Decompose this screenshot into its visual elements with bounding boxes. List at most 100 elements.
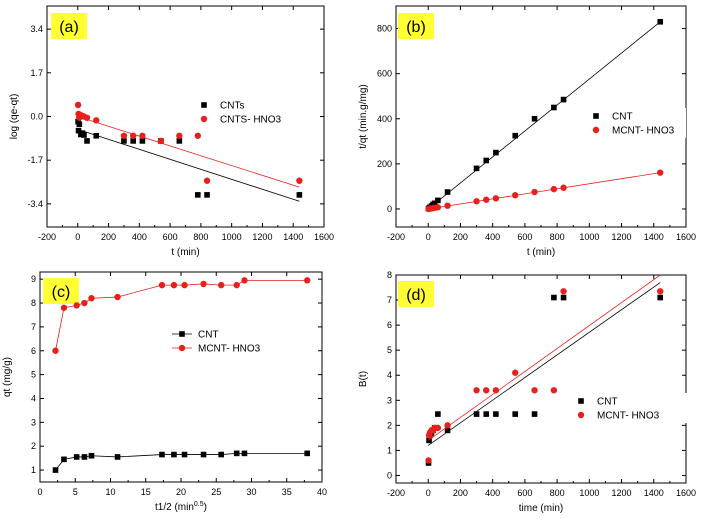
data-point bbox=[176, 132, 183, 139]
legend-marker bbox=[200, 115, 208, 123]
x-axis-label: time (min) bbox=[519, 503, 563, 514]
panel-tag-box bbox=[398, 13, 434, 39]
fit-line bbox=[427, 21, 661, 210]
x-tick-label: 1000 bbox=[579, 488, 599, 498]
y-axis-label: log (qe-qt) bbox=[9, 94, 20, 140]
data-point bbox=[512, 411, 519, 417]
panel-tag: (b) bbox=[406, 19, 426, 36]
data-point bbox=[531, 115, 538, 122]
y-tick-label: 0.0 bbox=[30, 112, 43, 122]
legend-marker bbox=[593, 113, 599, 119]
x-tick-label: 400 bbox=[485, 232, 500, 242]
data-point bbox=[512, 369, 519, 376]
data-point bbox=[550, 387, 558, 394]
data-point bbox=[425, 457, 432, 464]
data-point bbox=[241, 277, 248, 284]
y-tick-label: 5 bbox=[31, 370, 36, 380]
y-tick-label: 6 bbox=[31, 346, 36, 356]
data-point bbox=[296, 192, 303, 198]
data-point bbox=[114, 293, 121, 301]
x-tick-label: 1200 bbox=[612, 488, 632, 498]
data-point bbox=[483, 196, 490, 203]
data-point bbox=[88, 452, 95, 459]
panel-tag: (d) bbox=[406, 287, 426, 304]
y-tick-label: 1.7 bbox=[30, 68, 43, 78]
legend-label: CNTS- HNO3 bbox=[220, 115, 282, 126]
data-point bbox=[81, 132, 87, 138]
data-point bbox=[171, 451, 177, 458]
data-point bbox=[241, 450, 248, 457]
data-point bbox=[81, 454, 88, 460]
data-point bbox=[473, 198, 480, 205]
y-tick-label: 8 bbox=[387, 270, 392, 280]
data-point bbox=[200, 280, 207, 288]
x-tick-label: 600 bbox=[517, 232, 532, 242]
fit-line bbox=[77, 116, 300, 188]
plot-area bbox=[425, 18, 664, 213]
y-tick-label: 7 bbox=[31, 322, 36, 332]
x-tick-label: 200 bbox=[453, 232, 468, 242]
data-point bbox=[52, 467, 59, 473]
data-point bbox=[157, 137, 165, 145]
data-point bbox=[560, 96, 567, 103]
y-tick-label: 4 bbox=[31, 393, 36, 403]
y-tick-label: 3.4 bbox=[30, 24, 43, 34]
data-point bbox=[531, 188, 538, 196]
data-point bbox=[84, 138, 90, 144]
data-point bbox=[233, 281, 240, 289]
y-tick-label: 4 bbox=[387, 370, 392, 380]
x-tick-label: 35 bbox=[282, 487, 292, 497]
data-point bbox=[551, 294, 557, 301]
legend-label: MCNT- HNO3 bbox=[597, 411, 660, 422]
data-point bbox=[304, 450, 310, 457]
x-tick-label: 800 bbox=[550, 232, 565, 242]
x-axis-label-suffix: ) bbox=[204, 502, 207, 513]
plot-area bbox=[425, 275, 664, 466]
panel-tag: (a) bbox=[59, 19, 79, 36]
data-point bbox=[93, 117, 100, 124]
x-axis-label-superscript: 0.5 bbox=[194, 501, 204, 508]
x-tick-label: 1600 bbox=[676, 232, 696, 242]
data-point bbox=[434, 424, 442, 432]
data-point bbox=[444, 422, 451, 429]
y-tick-label: -3.4 bbox=[27, 199, 43, 209]
x-tick-label: 200 bbox=[101, 232, 116, 242]
y-tick-label: -1.7 bbox=[27, 155, 43, 165]
data-point bbox=[493, 149, 499, 156]
data-point bbox=[176, 138, 183, 144]
x-tick-label: -200 bbox=[387, 232, 405, 242]
data-point bbox=[512, 192, 519, 199]
data-point bbox=[560, 294, 567, 301]
data-point bbox=[93, 132, 100, 139]
x-tick-label: 1600 bbox=[314, 232, 334, 242]
data-point bbox=[657, 294, 664, 301]
x-tick-label: 600 bbox=[517, 488, 532, 498]
data-point bbox=[170, 281, 178, 289]
data-point bbox=[426, 437, 432, 444]
data-point bbox=[60, 304, 68, 311]
data-point bbox=[159, 451, 165, 458]
legend-box bbox=[567, 393, 691, 423]
data-point bbox=[303, 277, 311, 284]
x-tick-label: 800 bbox=[193, 232, 208, 242]
legend-marker bbox=[592, 126, 600, 134]
data-point bbox=[181, 451, 188, 458]
x-axis-label: t (min) bbox=[171, 247, 199, 258]
y-tick-label: 0 bbox=[387, 204, 392, 214]
x-tick-label: -200 bbox=[387, 488, 405, 498]
data-point bbox=[657, 288, 664, 295]
y-tick-label: 7 bbox=[387, 295, 392, 305]
chart-panel: -200 0 200 400 600 800 1000 1200 1400 1600 0 200 400… bbox=[358, 5, 696, 258]
x-tick-label: 800 bbox=[550, 488, 565, 498]
x-tick-label: 0 bbox=[426, 488, 431, 498]
x-tick-label: 1200 bbox=[252, 232, 272, 242]
x-tick-label: 0 bbox=[75, 232, 80, 242]
data-point bbox=[560, 288, 567, 295]
data-point bbox=[512, 132, 519, 139]
y-tick-label: 3 bbox=[387, 395, 392, 405]
y-tick-label: 5 bbox=[387, 345, 392, 355]
x-tick-label: 30 bbox=[246, 487, 256, 497]
x-tick-label: 1400 bbox=[644, 488, 664, 498]
data-point bbox=[203, 177, 211, 184]
